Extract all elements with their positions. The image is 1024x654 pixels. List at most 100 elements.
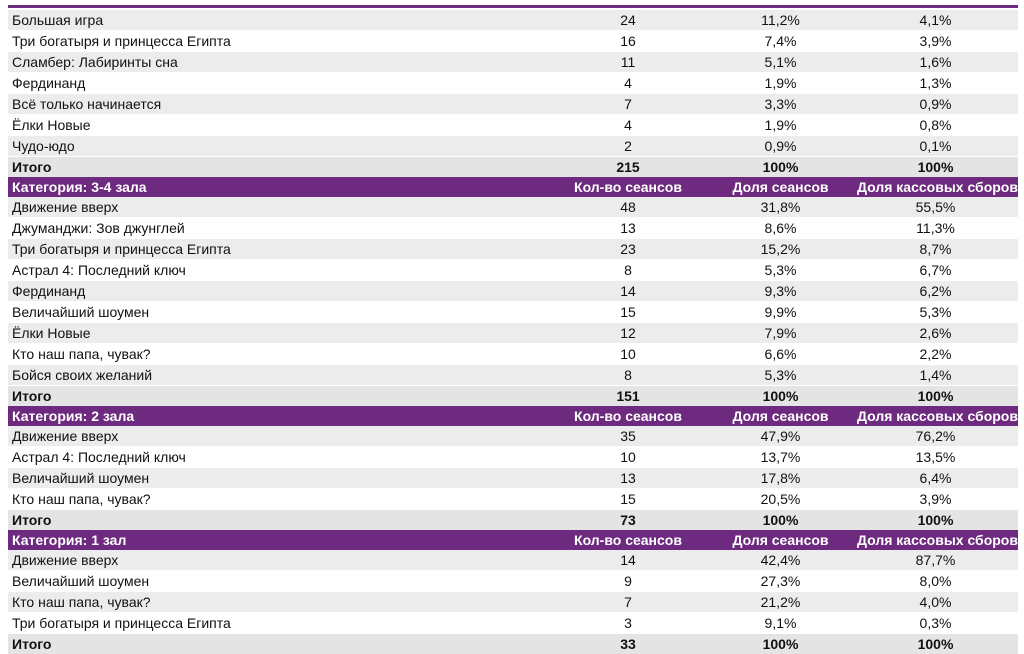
film-title: Движение вверх [8, 426, 548, 447]
category-title: Категория: 1 зал [8, 530, 548, 550]
film-title: Ёлки Новые [8, 115, 548, 136]
session-share: 7,9% [708, 323, 853, 344]
film-title: Всё только начинается [8, 94, 548, 115]
total-share: 100% [708, 157, 853, 178]
session-count: 4 [548, 73, 708, 94]
session-share: 1,9% [708, 115, 853, 136]
box-office-share: 4,1% [853, 10, 1018, 31]
box-office-share: 55,5% [853, 197, 1018, 218]
session-count: 2 [548, 136, 708, 157]
session-count: 23 [548, 239, 708, 260]
session-share: 20,5% [708, 489, 853, 510]
session-count: 35 [548, 426, 708, 447]
session-count: 24 [548, 10, 708, 31]
film-title: Джуманджи: Зов джунглей [8, 218, 548, 239]
session-share: 7,4% [708, 31, 853, 52]
session-count: 7 [548, 592, 708, 613]
box-office-share: 0,1% [853, 136, 1018, 157]
session-count: 8 [548, 260, 708, 281]
session-share: 5,1% [708, 52, 853, 73]
session-share: 0,9% [708, 136, 853, 157]
session-count: 14 [548, 550, 708, 571]
total-label: Итого [8, 634, 548, 654]
column-header-share: Доля сеансов [708, 406, 853, 426]
session-share: 31,8% [708, 197, 853, 218]
film-title: Кто наш папа, чувак? [8, 489, 548, 510]
session-share: 47,9% [708, 426, 853, 447]
film-title: Три богатыря и принцесса Египта [8, 613, 548, 634]
box-office-share: 2,6% [853, 323, 1018, 344]
film-title: Три богатыря и принцесса Египта [8, 239, 548, 260]
box-office-share: 0,3% [853, 613, 1018, 634]
session-count: 13 [548, 218, 708, 239]
film-title: Большая игра [8, 10, 548, 31]
box-office-share: 6,7% [853, 260, 1018, 281]
session-count: 9 [548, 571, 708, 592]
film-title: Величайший шоумен [8, 302, 548, 323]
film-title: Фердинанд [8, 73, 548, 94]
session-share: 8,6% [708, 218, 853, 239]
total-label: Итого [8, 510, 548, 531]
session-share: 13,7% [708, 447, 853, 468]
total-sessions: 151 [548, 386, 708, 407]
session-count: 7 [548, 94, 708, 115]
box-office-share: 4,0% [853, 592, 1018, 613]
box-office-share: 1,3% [853, 73, 1018, 94]
column-header-sessions: Кол-во сеансов [548, 530, 708, 550]
box-office-share: 1,6% [853, 52, 1018, 73]
session-count: 8 [548, 365, 708, 386]
session-share: 9,9% [708, 302, 853, 323]
session-share: 27,3% [708, 571, 853, 592]
total-share: 100% [708, 386, 853, 407]
column-header-sessions: Кол-во сеансов [548, 177, 708, 197]
film-title: Величайший шоумен [8, 468, 548, 489]
film-title: Кто наш папа, чувак? [8, 344, 548, 365]
total-label: Итого [8, 386, 548, 407]
session-count: 4 [548, 115, 708, 136]
session-share: 11,2% [708, 10, 853, 31]
session-share: 3,3% [708, 94, 853, 115]
film-title: Чудо-юдо [8, 136, 548, 157]
column-header-sessions: Кол-во сеансов [548, 406, 708, 426]
session-count: 10 [548, 344, 708, 365]
session-share: 42,4% [708, 550, 853, 571]
total-label: Итого [8, 157, 548, 178]
box-office-share: 8,7% [853, 239, 1018, 260]
box-office-share: 0,9% [853, 94, 1018, 115]
total-sessions: 73 [548, 510, 708, 531]
film-title: Астрал 4: Последний ключ [8, 447, 548, 468]
top-divider [8, 5, 1018, 8]
box-office-share: 13,5% [853, 447, 1018, 468]
session-share: 9,1% [708, 613, 853, 634]
film-title: Величайший шоумен [8, 571, 548, 592]
session-share: 15,2% [708, 239, 853, 260]
film-title: Движение вверх [8, 550, 548, 571]
total-box-office: 100% [853, 157, 1018, 178]
session-count: 15 [548, 489, 708, 510]
session-count: 16 [548, 31, 708, 52]
box-office-share: 5,3% [853, 302, 1018, 323]
box-office-share: 11,3% [853, 218, 1018, 239]
total-box-office: 100% [853, 386, 1018, 407]
